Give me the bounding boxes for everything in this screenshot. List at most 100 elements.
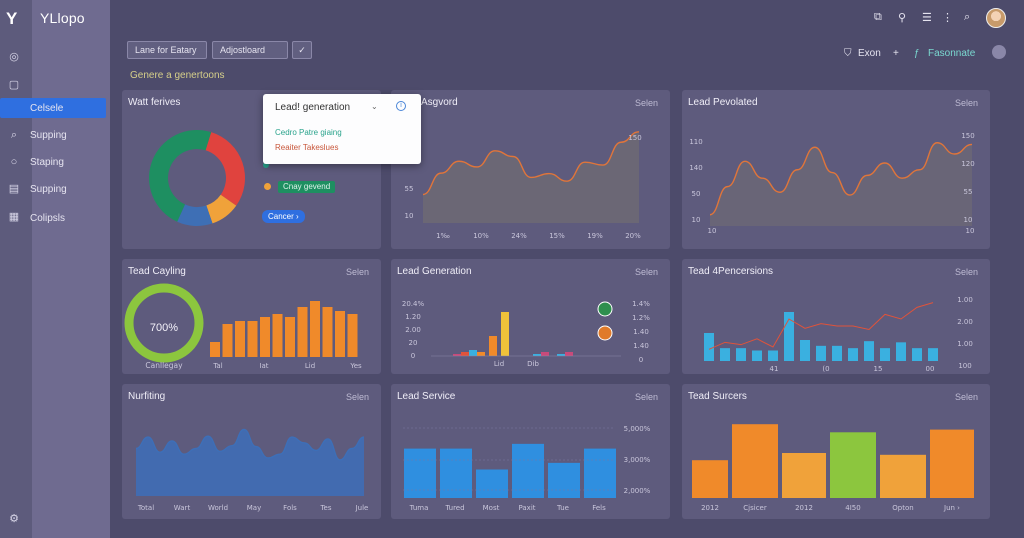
x-tick-label: Jule (355, 504, 369, 512)
search-icon[interactable]: ⌕ (964, 11, 971, 23)
legend-dot-orange (264, 183, 271, 190)
y-tick-label-right: 150 (628, 134, 641, 142)
x-tick-label: (0 (822, 365, 829, 373)
check-button[interactable]: ✓ (292, 41, 312, 59)
panel-selector[interactable]: Selen (954, 267, 978, 277)
chevron-down-icon[interactable]: ⌄ (371, 102, 378, 111)
bar (928, 348, 938, 361)
x-tick-label: 15% (549, 232, 565, 240)
x-tick-label: Jun › (943, 504, 960, 512)
settings-dot-icon[interactable] (992, 45, 1006, 59)
donut-slice (206, 194, 237, 224)
bar (832, 345, 842, 361)
bar (461, 352, 469, 356)
export-button[interactable]: Exon (858, 48, 881, 59)
avatar[interactable] (986, 8, 1006, 28)
filter-select[interactable]: Lane for Eatary (127, 41, 207, 59)
bar (541, 352, 549, 356)
y-tick-label-right: 5,000% (624, 425, 651, 433)
x-tick-label: Tured (444, 504, 464, 512)
panel-tead-pencersions: Tead 4Pencersions Selen 1.00 2.00 1.00 100 4… (682, 259, 990, 374)
y-tick-label: 50 (692, 190, 701, 198)
clipboard-icon[interactable]: ▢ (8, 79, 20, 91)
bar (210, 342, 220, 357)
bar (512, 443, 544, 498)
dropdown-option-2[interactable]: Reaiter Takeslues (275, 143, 339, 152)
add-button[interactable]: + (893, 48, 899, 59)
y-tick-label: 10 (692, 216, 701, 224)
menu-icon[interactable]: ☰ (922, 12, 932, 24)
y-tick-label-right: 2,000% (624, 487, 651, 495)
info-icon[interactable]: i (396, 101, 406, 111)
area-chart: 110 140 50 10 150 120 55 10 10 10 (689, 132, 974, 235)
panel-title: Tead 4Pencersions (688, 266, 774, 277)
sidebar-item-supping-2[interactable]: Supping (30, 184, 67, 195)
x-tick-label: 20% (625, 232, 641, 240)
panel-title: Watt ferives (128, 97, 181, 108)
lead-generation-dropdown[interactable]: Lead! generation ⌄ i Cedro Patre giaing … (263, 94, 421, 164)
settings-icon[interactable]: ⚙ (9, 513, 19, 525)
grid-icon[interactable]: ▦ (8, 211, 20, 223)
panel-selector[interactable]: Selen (345, 392, 369, 402)
donut-slice (205, 132, 245, 206)
y-tick-label-right: 10 (964, 216, 973, 224)
cancel-button[interactable]: Cancer › (262, 210, 305, 223)
panel-selector[interactable]: Selen (345, 267, 369, 277)
panel-title: Lead Pevolated (688, 97, 758, 108)
sidebar-item-celsele[interactable]: Celsele (30, 103, 64, 114)
bar-chart: 2012 Cjsicer 2012 4I50 Opton Jun › (692, 424, 974, 512)
fasonnate-button[interactable]: Fasonnate (928, 48, 976, 59)
sidebar-item-staping[interactable]: Staping (30, 157, 64, 168)
x-tick-label: 1‰ (436, 232, 450, 240)
panel-selector[interactable]: Selen (954, 392, 978, 402)
panel-title: Tead Surcers (688, 391, 747, 402)
bar (930, 429, 974, 498)
function-icon: ƒ (914, 48, 920, 59)
y-tick-label-right: 1.40 (633, 342, 649, 350)
panel-tead-cayling: Tead Cayling Selen 700% Canllegay Tal Iat… (122, 259, 381, 374)
panel-selector[interactable]: Selen (954, 98, 978, 108)
board-select[interactable]: Adjostloard (212, 41, 288, 59)
y-tick-label-right: 55 (964, 188, 973, 196)
pin-orange-icon (597, 325, 613, 341)
bar (347, 314, 358, 357)
panel-selector[interactable]: Selen (634, 267, 658, 277)
circle-icon[interactable]: ○ (10, 156, 18, 168)
sidebar-item-supping[interactable]: Supping (30, 130, 67, 141)
panel-selector[interactable]: Selen (634, 392, 658, 402)
x-tick-label: Lid (305, 362, 315, 370)
bar (720, 348, 730, 361)
bar (335, 311, 345, 357)
compass-icon[interactable]: ◎ (9, 51, 19, 63)
search-icon[interactable]: ⌕ (10, 129, 18, 141)
user-icon[interactable]: ⚲ (898, 12, 907, 24)
bar (322, 307, 333, 357)
share-icon[interactable]: ⧉ (874, 11, 882, 23)
donut-chart (148, 130, 245, 226)
y-tick-label-right: 120 (961, 160, 974, 168)
dropdown-option-1[interactable]: Cedro Patre giaing (275, 128, 342, 137)
filter-icon[interactable]: ⋮ (942, 12, 953, 24)
bar (247, 321, 258, 357)
y-tick-label-right: 2.00 (957, 318, 973, 326)
y-tick-label-right: 1.2% (632, 314, 650, 322)
icon-strip: Y ◎ ▢ ✎ ⌕ ○ ▤ ▦ ⚙ (0, 0, 32, 538)
bar (440, 448, 472, 498)
panel-title: Tead Cayling (128, 266, 186, 277)
x-tick-label: Yes (349, 362, 362, 370)
bar (782, 453, 826, 498)
series-line (708, 302, 934, 350)
sidebar-active-highlight (0, 98, 106, 118)
y-tick-label: 110 (689, 138, 702, 146)
bar (565, 352, 573, 356)
x-tick-label: 15 (874, 365, 883, 373)
bar (768, 350, 778, 361)
panel-selector[interactable]: Selen (634, 98, 658, 108)
x-tick-label: 24% (511, 232, 527, 240)
x-tick-label: Tal (212, 362, 222, 370)
sidebar-item-colipsls[interactable]: Colipsls (30, 213, 66, 224)
bar (235, 321, 245, 357)
y-tick-label: 0 (411, 352, 415, 360)
chart-icon[interactable]: ▤ (8, 183, 20, 195)
